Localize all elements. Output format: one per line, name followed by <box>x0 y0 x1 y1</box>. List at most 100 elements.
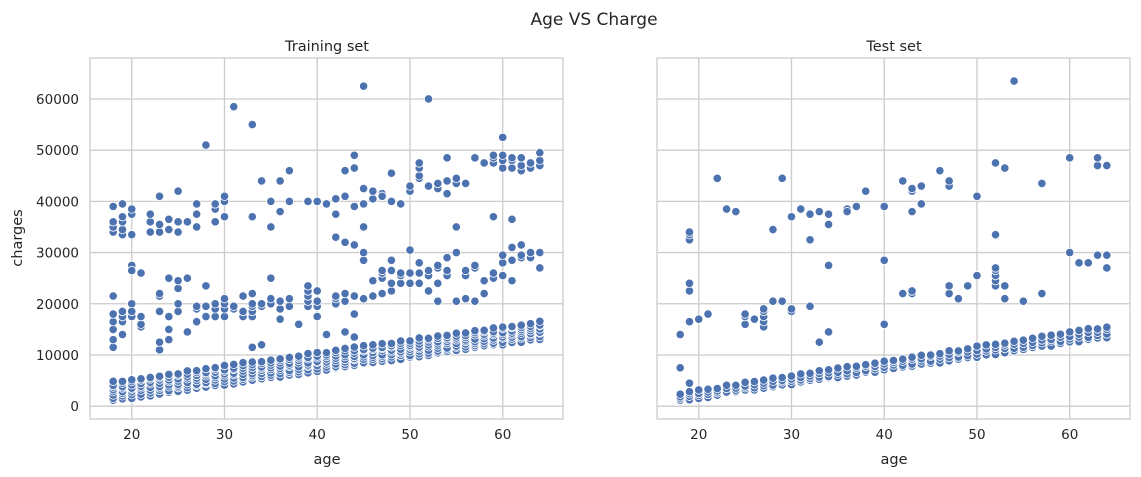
training-set-point <box>275 304 285 314</box>
training-set-point <box>331 194 341 204</box>
training-set-point <box>266 294 276 304</box>
training-set-point <box>247 119 257 130</box>
test-set-title: Test set <box>865 39 922 55</box>
training-set-y-tick-label: 10000 <box>36 348 79 364</box>
training-set-point <box>386 278 397 288</box>
test-set-point <box>1028 333 1038 343</box>
training-set-y-ticks: 0 10000 20000 30000 40000 50000 60000 <box>36 92 79 415</box>
training-set-point <box>182 217 192 227</box>
training-set-x-tick-label: 40 <box>309 427 326 443</box>
training-set-y-tick-label: 20000 <box>36 297 79 313</box>
training-set-point <box>219 191 230 201</box>
training-set-point <box>117 306 128 317</box>
training-set-point <box>349 163 359 173</box>
test-set-x-tick-label: 20 <box>690 427 707 443</box>
test-set-point <box>759 304 769 314</box>
training-set-point <box>266 355 276 365</box>
training-set-point <box>247 288 257 299</box>
test-set-point <box>768 224 778 235</box>
training-set-point <box>108 309 118 319</box>
test-set-point <box>990 230 1001 240</box>
training-set-point <box>108 217 118 227</box>
training-set-point <box>377 191 387 201</box>
training-set-point <box>488 150 499 160</box>
test-set-point <box>851 201 862 212</box>
test-set-point <box>842 207 852 217</box>
training-set-point <box>349 291 359 301</box>
training-set-point <box>396 199 406 209</box>
training-set-x-tick-label: 50 <box>401 427 418 443</box>
training-set-point <box>451 247 461 258</box>
training-set-point <box>136 311 146 322</box>
test-set-point <box>972 341 982 351</box>
training-set-point <box>164 335 174 345</box>
training-set-point <box>173 306 183 317</box>
test-set-point <box>777 372 787 383</box>
training-set-point <box>507 214 517 224</box>
test-set-point <box>1083 324 1093 334</box>
training-set-point <box>498 271 508 281</box>
training-set-point <box>414 158 424 168</box>
training-set-point <box>192 301 202 311</box>
test-set-point <box>1000 294 1010 304</box>
training-set-y-label: charges <box>10 209 26 266</box>
test-set-point <box>814 337 824 347</box>
training-set-point <box>266 196 276 206</box>
training-set-point <box>173 299 183 309</box>
test-set-point <box>972 271 982 281</box>
training-set-point <box>488 323 499 333</box>
test-set-point <box>805 209 815 219</box>
test-set-point <box>740 319 750 329</box>
test-set-point <box>935 166 945 176</box>
test-set-point <box>944 176 954 186</box>
training-set-point <box>433 331 443 341</box>
training-set-point <box>247 357 257 367</box>
training-set-point <box>303 196 313 206</box>
test-set-point <box>851 361 862 371</box>
training-set-point <box>275 176 285 186</box>
test-set-point <box>907 352 917 362</box>
training-set-point <box>219 294 230 304</box>
training-set-point <box>173 276 183 286</box>
training-set-point <box>331 291 341 301</box>
training-set-point <box>275 296 285 306</box>
training-set-point <box>173 227 183 237</box>
training-set-y-tick-label: 50000 <box>36 143 79 159</box>
training-set-point <box>164 273 174 283</box>
training-set-point <box>256 340 267 350</box>
training-set-title: Training set <box>284 39 369 55</box>
test-set-point <box>1092 160 1103 171</box>
training-set-point <box>340 191 350 201</box>
training-set-point <box>442 253 452 263</box>
training-set-point <box>201 140 211 150</box>
training-set-point <box>340 296 350 306</box>
test-set-point <box>879 356 889 366</box>
training-set-point <box>145 372 155 383</box>
training-set-point <box>423 286 434 296</box>
test-set-point <box>963 281 973 291</box>
test-set-point <box>814 366 824 376</box>
test-set-point <box>712 383 722 394</box>
test-set-point <box>768 296 778 306</box>
training-set-point <box>349 309 359 319</box>
training-set-point <box>117 224 128 235</box>
test-set-plot: Test set 20 30 40 50 60 age <box>656 39 1131 468</box>
test-set-point <box>1102 263 1112 273</box>
test-set-point <box>944 288 954 299</box>
training-set-point <box>192 366 202 376</box>
test-set-point <box>1074 258 1084 268</box>
test-set-point <box>1083 258 1093 268</box>
test-set-point <box>703 309 713 319</box>
training-set-point <box>210 217 220 227</box>
test-set-x-tick-label: 40 <box>876 427 893 443</box>
training-set-point <box>108 342 118 352</box>
training-set-point <box>127 204 137 214</box>
training-set-point <box>312 296 322 306</box>
test-set-point <box>1102 250 1112 260</box>
test-set-point <box>1055 329 1066 339</box>
training-set-point <box>154 227 165 237</box>
test-set-point <box>953 346 964 356</box>
training-set-point <box>498 258 508 268</box>
test-set-point <box>1092 250 1103 260</box>
training-set-point <box>396 278 406 288</box>
